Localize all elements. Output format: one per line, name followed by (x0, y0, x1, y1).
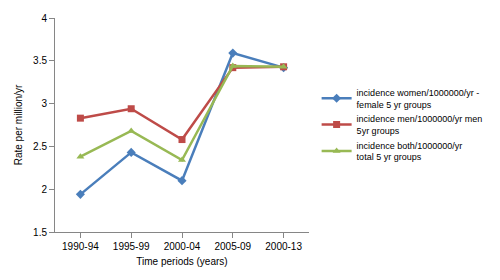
svg-text:incidence men/1000000/yr men5y: incidence men/1000000/yr men5yr groups (357, 114, 483, 136)
svg-text:2.5: 2.5 (33, 141, 47, 152)
svg-text:1990-94: 1990-94 (62, 241, 99, 252)
svg-text:2005-09: 2005-09 (214, 241, 251, 252)
svg-text:Rate per million/yr: Rate per million/yr (13, 84, 24, 165)
svg-text:incidence women/1000000/yr -fe: incidence women/1000000/yr -female 5 yr … (357, 88, 480, 110)
svg-text:Time periods (years): Time periods (years) (136, 256, 227, 267)
svg-text:incidence both/1000000/yrtotal: incidence both/1000000/yrtotal 5 yr grou… (357, 141, 463, 163)
svg-text:2000-13: 2000-13 (265, 241, 302, 252)
svg-text:3: 3 (41, 98, 47, 109)
svg-text:2: 2 (41, 184, 47, 195)
svg-text:1.5: 1.5 (33, 227, 47, 238)
svg-text:1995-99: 1995-99 (113, 241, 150, 252)
svg-text:3.5: 3.5 (33, 55, 47, 66)
svg-text:2000-04: 2000-04 (164, 241, 201, 252)
svg-text:4: 4 (41, 13, 47, 24)
